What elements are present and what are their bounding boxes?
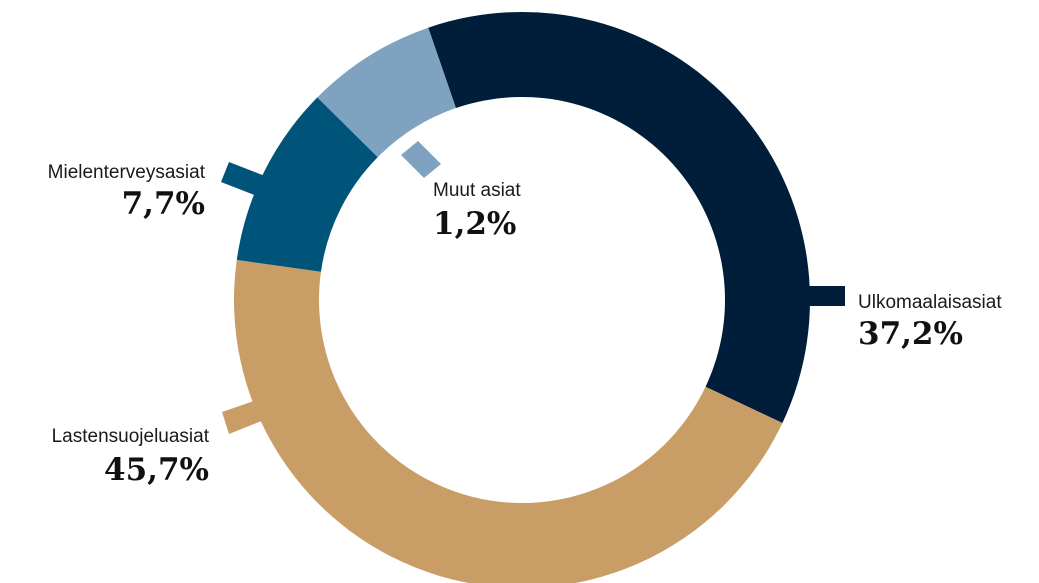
leader-muut-asiat: [401, 141, 441, 178]
leader-lastensuojeluasiat: [222, 400, 264, 434]
label-muut-asiat: Muut asiat: [433, 180, 521, 201]
slice-ulkomaalaisasiat: [428, 12, 810, 423]
value-muut-asiat: 1,2%: [433, 206, 516, 242]
slice-muut-asiat: [317, 27, 456, 158]
leader-ulkomaalaisasiat: [808, 286, 845, 306]
leader-mielenterveysasiat: [221, 162, 265, 196]
value-mielenterveysasiat: 7,7%: [122, 186, 205, 222]
slice-lastensuojeluasiat: [234, 259, 783, 583]
value-lastensuojeluasiat: 45,7%: [104, 452, 209, 488]
slice-mielenterveysasiat: [236, 97, 378, 272]
value-ulkomaalaisasiat: 37,2%: [858, 316, 963, 352]
donut-slices: [234, 12, 810, 583]
label-ulkomaalaisasiat: Ulkomaalaisasiat: [858, 292, 1002, 313]
label-lastensuojeluasiat: Lastensuojeluasiat: [52, 426, 210, 447]
label-mielenterveysasiat: Mielenterveysasiat: [48, 162, 206, 183]
